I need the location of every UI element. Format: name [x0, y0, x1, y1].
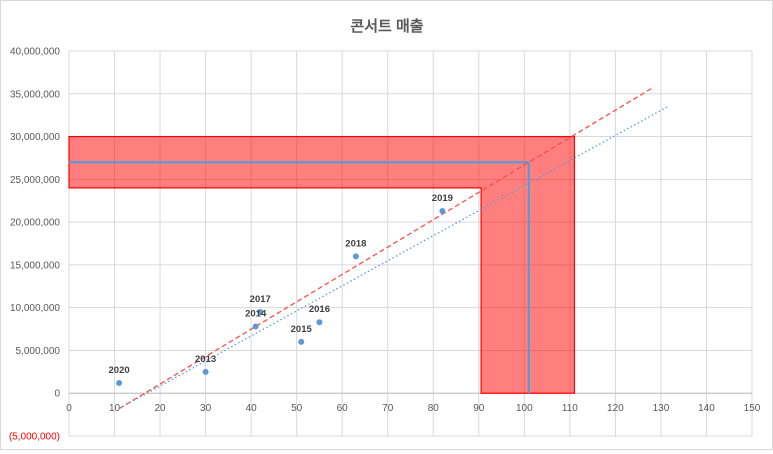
axes: 40,000,000 35,000,000 30,000,000 25,000,000… [9, 47, 761, 443]
y-tick-label: 0 [54, 389, 60, 400]
data-point [298, 338, 305, 345]
data-label: 2020 [109, 365, 130, 376]
trendline-dashed [118, 86, 655, 410]
data-point [352, 253, 359, 260]
data-label: 2015 [291, 324, 313, 335]
data-label: 2013 [195, 354, 216, 365]
x-tick-label: 140 [698, 403, 715, 414]
y-tick-label: (5,000,000) [9, 432, 60, 443]
x-tick-label: 20 [155, 403, 167, 414]
gridlines [68, 50, 753, 437]
y-tick-label: 25,000,000 [10, 175, 60, 186]
x-tick-label: 110 [562, 403, 578, 414]
data-point [316, 319, 323, 326]
x-tick-label: 30 [200, 403, 212, 414]
x-tick-label: 150 [744, 403, 761, 414]
y-tick-label: 35,000,000 [10, 89, 60, 100]
y-tick-label: 20,000,000 [10, 218, 60, 229]
data-label: 2019 [432, 193, 453, 204]
highlight-band-joint [481, 186, 574, 190]
y-tick-label: 40,000,000 [10, 47, 60, 58]
data-point [116, 379, 123, 386]
x-tick-label: 40 [246, 403, 258, 414]
data-point [257, 308, 264, 315]
x-tick-label: 10 [109, 403, 121, 414]
x-tick-label: 100 [516, 403, 533, 414]
y-tick-label: 30,000,000 [10, 132, 60, 143]
x-tick-label: 120 [607, 403, 624, 414]
trendline-dotted [118, 106, 669, 410]
x-tick-label: 80 [428, 403, 440, 414]
vertical-highlight-band [480, 187, 576, 394]
x-tick-label: 90 [473, 403, 485, 414]
data-point [439, 207, 446, 214]
chart-title: 콘서트 매출 [350, 18, 423, 35]
highlight-bands [68, 135, 576, 394]
trendlines [118, 86, 669, 410]
y-tick-label: 15,000,000 [10, 260, 60, 271]
data-label: 2014 [245, 308, 267, 319]
data-point [252, 323, 259, 330]
y-tick-label: 5,000,000 [16, 346, 61, 357]
data-point [202, 368, 209, 375]
data-points [116, 207, 446, 386]
y-tick-label: 10,000,000 [10, 303, 60, 314]
point-labels: 2013 2014 2015 2016 2017 2018 2019 2020 [109, 193, 453, 376]
x-tick-label: 0 [66, 403, 72, 414]
x-tick-label: 60 [337, 403, 349, 414]
x-tick-label: 50 [291, 403, 303, 414]
data-label: 2018 [345, 238, 366, 249]
x-tick-label: 130 [653, 403, 670, 414]
data-label: 2017 [250, 294, 271, 305]
x-tick-label: 70 [382, 403, 394, 414]
data-label: 2016 [309, 304, 330, 315]
